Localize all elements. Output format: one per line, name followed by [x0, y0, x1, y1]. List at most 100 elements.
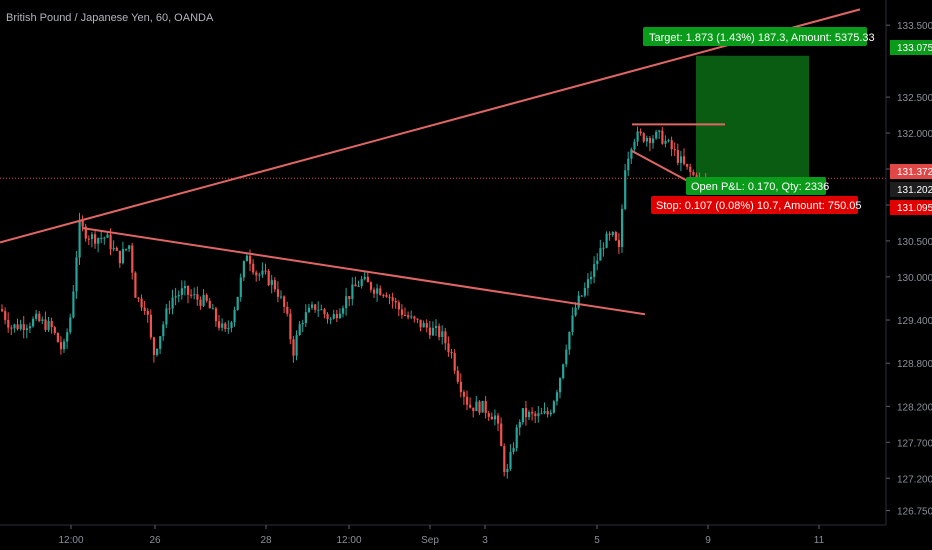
candle-body: [224, 323, 227, 329]
chart-title: British Pound / Japanese Yen, 60, OANDA: [6, 12, 214, 24]
candle-body: [633, 141, 636, 150]
price-tick-label: 128.800: [897, 359, 932, 370]
time-tick-label: 12:00: [336, 535, 361, 546]
candle-body: [661, 130, 664, 144]
candle-body: [267, 270, 270, 286]
candle-body: [621, 208, 624, 248]
candle-body: [497, 415, 500, 424]
time-scale[interactable]: 12:00 26 28 12:00 Sep 3 5 9 11: [58, 525, 825, 546]
candle-body: [19, 324, 22, 330]
candle-body: [255, 272, 258, 276]
price-tag-last: [890, 164, 932, 179]
price-tag-stop: [890, 200, 932, 215]
target-label-background: [643, 27, 867, 46]
candle-body: [97, 238, 100, 244]
candle-body: [171, 297, 174, 309]
candle-body: [369, 282, 373, 290]
candle-body: [596, 260, 599, 265]
candle-body: [304, 312, 307, 324]
candle-body: [379, 288, 382, 295]
candle-body: [413, 316, 416, 319]
candle-body: [323, 309, 326, 315]
candle-body: [546, 411, 549, 415]
candle-body: [382, 294, 385, 296]
trendline[interactable]: [631, 150, 697, 187]
candle-body: [466, 396, 469, 405]
candle-body: [689, 166, 692, 173]
candle-body: [41, 319, 44, 321]
candle-body: [221, 323, 224, 328]
candle-body: [202, 294, 205, 306]
candle-body: [342, 308, 345, 314]
candle-body: [273, 280, 276, 290]
candle-body: [56, 333, 59, 343]
candle-body: [472, 407, 475, 412]
price-tick-label: 132.000: [897, 129, 932, 140]
candle-body: [617, 240, 621, 248]
candle-body: [673, 149, 676, 151]
candle-body: [28, 326, 32, 329]
candle-body: [38, 313, 41, 321]
candle-body: [236, 296, 239, 311]
target-label[interactable]: Target: 1.873 (1.43%) 187.3, Amount: 537…: [643, 27, 875, 46]
candle-body: [658, 130, 661, 132]
candle-body: [630, 149, 633, 159]
candle-body: [419, 319, 422, 328]
candle-body: [438, 325, 441, 338]
candle-body: [447, 343, 450, 352]
candle-body: [53, 327, 56, 334]
trendline[interactable]: [81, 226, 646, 316]
candle-body: [165, 308, 168, 325]
candle-body: [258, 274, 261, 276]
candle-body: [239, 277, 242, 297]
candle-body: [211, 308, 214, 310]
candle-body: [444, 331, 447, 344]
candle-body: [298, 324, 301, 336]
candle-body: [7, 319, 10, 328]
time-tick-label: 12:00: [58, 535, 83, 546]
candle-body: [655, 131, 658, 139]
price-tick-label: 129.400: [897, 316, 932, 327]
candle-body: [565, 349, 568, 365]
time-tick-label: 5: [594, 535, 600, 546]
candle-body: [283, 296, 286, 307]
candle-body: [515, 427, 518, 449]
candle-body: [627, 158, 630, 171]
target-label-text: Target: 1.873 (1.43%) 187.3, Amount: 537…: [649, 32, 875, 44]
candle-body: [118, 250, 121, 264]
candle-body: [611, 232, 614, 235]
trendline[interactable]: [0, 8, 861, 244]
pnl-label[interactable]: Open P&L: 0.170, Qty: 2336: [686, 177, 829, 195]
time-tick-label: Sep: [421, 535, 439, 546]
candle-body: [63, 341, 66, 350]
price-tick-label: 130.500: [897, 237, 932, 248]
candle-body: [332, 314, 335, 319]
candle-body: [478, 401, 481, 413]
candle-body: [484, 400, 487, 414]
candle-body: [59, 342, 63, 350]
candle-body: [121, 249, 125, 264]
trendlines[interactable]: [0, 8, 861, 316]
candle-body: [679, 156, 683, 163]
candle-body: [410, 316, 413, 318]
price-tag-label: 133.075: [897, 43, 932, 54]
candle-body: [149, 314, 152, 338]
candle-body: [208, 300, 211, 309]
candle-body: [10, 327, 13, 329]
stop-label[interactable]: Stop: 0.107 (0.08%) 10.7, Amount: 750.05: [651, 196, 861, 214]
candle-body: [425, 323, 428, 328]
candle-body: [289, 313, 292, 340]
candle-body: [664, 140, 667, 144]
candle-body: [534, 413, 537, 417]
candle-body: [521, 408, 524, 423]
candle-body: [13, 324, 16, 329]
candle-body: [580, 295, 583, 297]
candle-body: [44, 319, 47, 330]
candle-body: [543, 411, 546, 414]
candle-body: [103, 237, 106, 239]
price-tick-label: 126.750: [897, 507, 932, 518]
candle-body: [404, 315, 407, 317]
candle-body: [524, 408, 528, 418]
candle-body: [94, 234, 97, 244]
